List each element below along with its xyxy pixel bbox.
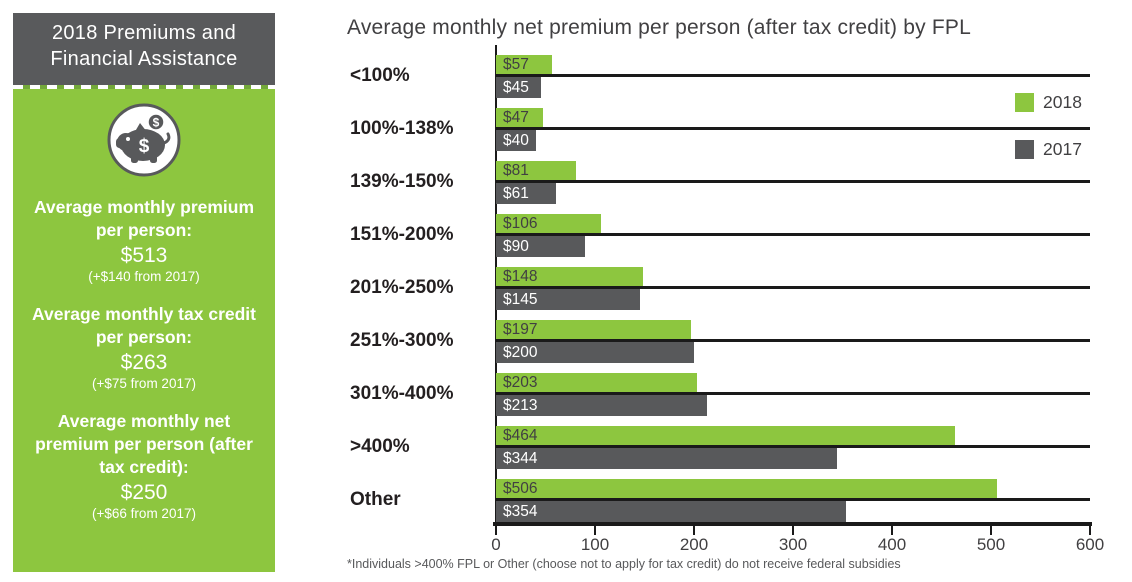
x-axis-line — [493, 522, 1092, 526]
bar-2018: $106 — [496, 214, 601, 233]
category-label: Other — [350, 488, 401, 510]
chart-title: Average monthly net premium per person (… — [347, 16, 972, 39]
x-axis-tick-label: 500 — [976, 535, 1006, 554]
category-label: 201%-250% — [350, 276, 454, 298]
bar-2017: $40 — [496, 130, 536, 151]
stat-heading: Average monthly net premium per person (… — [35, 411, 253, 477]
bar-2017: $90 — [496, 236, 585, 257]
x-axis-tick — [990, 526, 992, 535]
stat-note: (+$66 from 2017) — [92, 506, 196, 521]
legend-swatch-2017 — [1015, 140, 1034, 159]
bar-2017: $213 — [496, 395, 707, 416]
sidebar-title: 2018 Premiums and Financial Assistance — [13, 13, 275, 85]
legend-swatch-2018 — [1015, 93, 1034, 112]
category-separator-line — [496, 445, 1090, 448]
x-axis-tick — [1089, 526, 1091, 535]
category-separator-line — [496, 233, 1090, 236]
x-axis-tick-label: 400 — [877, 535, 907, 554]
dashed-divider — [13, 85, 275, 89]
stat-heading: Average monthly premium per person: — [33, 197, 255, 240]
x-axis-tick — [495, 526, 497, 535]
x-axis-tick-label: 300 — [778, 535, 808, 554]
x-axis-tick — [693, 526, 695, 535]
category-separator-line — [496, 498, 1090, 501]
stat-note: (+$75 from 2017) — [92, 376, 196, 391]
bar-2018: $197 — [496, 320, 691, 339]
bar-2017: $354 — [496, 501, 846, 522]
sidebar-stats: Average monthly premium per person: $513 (… — [21, 186, 267, 522]
x-axis-tick — [891, 526, 893, 535]
stat-value: $513 — [120, 244, 168, 267]
category-label: 301%-400% — [350, 382, 454, 404]
stat-note: (+$140 from 2017) — [88, 269, 200, 284]
x-axis-tick-label: 100 — [580, 535, 610, 554]
bar-2017: $344 — [496, 448, 837, 469]
bar-2018: $464 — [496, 426, 955, 445]
x-axis-tick-label: 0 — [491, 535, 501, 554]
stat-block: Average monthly premium per person: $513 (… — [21, 196, 267, 285]
svg-text:$: $ — [153, 116, 160, 130]
bar-2018: $81 — [496, 161, 576, 180]
stat-block: Average monthly tax credit per person: $2… — [21, 303, 267, 392]
bar-2018: $506 — [496, 479, 997, 498]
legend-label-2018: 2018 — [1043, 92, 1082, 112]
category-label: >400% — [350, 435, 410, 457]
legend-label-2017: 2017 — [1043, 139, 1082, 159]
bar-2017: $61 — [496, 183, 556, 204]
bar-2017: $45 — [496, 77, 541, 98]
category-separator-line — [496, 180, 1090, 183]
category-separator-line — [496, 286, 1090, 289]
category-label: 151%-200% — [350, 223, 454, 245]
stat-block: Average monthly net premium per person (… — [21, 410, 267, 522]
svg-text:$: $ — [139, 136, 150, 157]
category-label: 251%-300% — [350, 329, 454, 351]
bar-2018: $148 — [496, 267, 643, 286]
bar-2017: $200 — [496, 342, 694, 363]
bar-2017: $145 — [496, 289, 640, 310]
bar-2018: $47 — [496, 108, 543, 127]
category-label: 139%-150% — [350, 170, 454, 192]
x-axis-tick-label: 200 — [679, 535, 709, 554]
stat-value: $263 — [120, 351, 168, 374]
chart-footnote: *Individuals >400% FPL or Other (choose … — [347, 557, 901, 571]
category-label: <100% — [350, 64, 410, 86]
x-axis-tick — [594, 526, 596, 535]
category-separator-line — [496, 74, 1090, 77]
category-separator-line — [496, 392, 1090, 395]
x-axis-tick — [792, 526, 794, 535]
bar-2018: $203 — [496, 373, 697, 392]
category-separator-line — [496, 127, 1090, 130]
sidebar-panel: 2018 Premiums and Financial Assistance $… — [13, 13, 275, 572]
stat-heading: Average monthly tax credit per person: — [31, 304, 256, 347]
bar-2018: $57 — [496, 55, 552, 74]
sidebar-body: $ $ Average monthly premium per person: $… — [13, 89, 275, 572]
x-axis-tick-label: 600 — [1075, 535, 1105, 554]
category-separator-line — [496, 339, 1090, 342]
piggy-bank-icon: $ $ — [106, 102, 182, 178]
stat-value: $250 — [120, 481, 168, 504]
category-label: 100%-138% — [350, 117, 454, 139]
